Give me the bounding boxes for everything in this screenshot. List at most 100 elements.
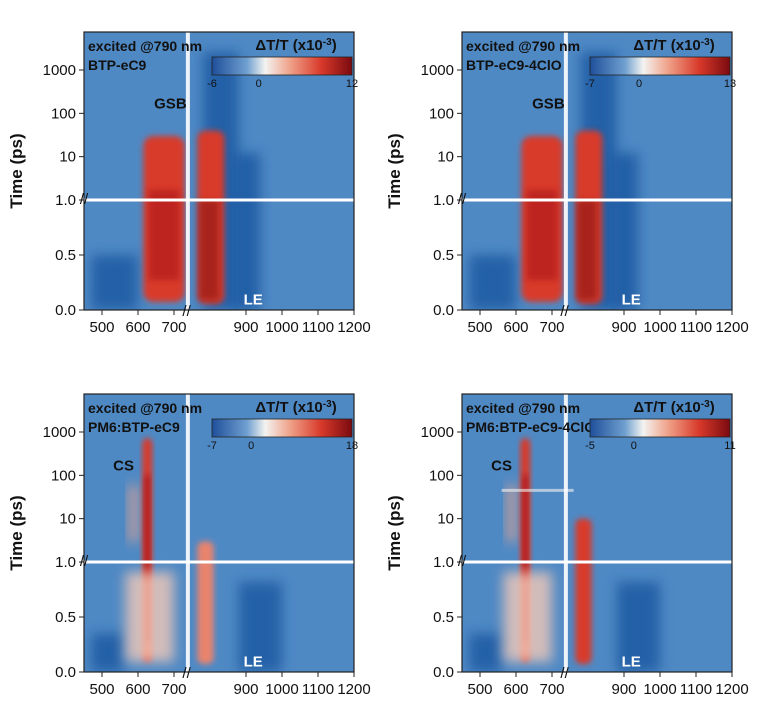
deep-blue-band	[616, 582, 660, 672]
x-tick-label: 500	[467, 319, 492, 336]
x-tick-label: 1000	[265, 319, 298, 336]
y-tick-label: 10	[437, 511, 454, 528]
colorbar-tick-label: 0	[248, 440, 254, 452]
feature-label-cs: CS	[491, 457, 512, 474]
x-tick-label: 1100	[302, 319, 334, 336]
colorbar-title-exponent: -3	[701, 399, 710, 410]
excitation-label: excited @790 nm	[88, 400, 202, 416]
y-tick-label: 1000	[43, 424, 76, 441]
nir-signal	[575, 518, 592, 664]
x-tick-label: 900	[611, 681, 636, 698]
y-axis-label: Time (ps)	[7, 495, 26, 570]
x-tick-label: 500	[89, 681, 114, 698]
deep-blue-band	[91, 633, 124, 672]
panel-bottom-right: 500 600 700 900 1000 1100 1200//1000100101.00.…	[385, 393, 749, 698]
sample-label: BTP-eC9-4ClO	[466, 57, 562, 73]
y-tick-label: 1000	[421, 424, 454, 441]
x-axis-break-mark: //	[560, 303, 569, 320]
cs-core	[522, 475, 529, 642]
plot-frame	[83, 393, 355, 673]
y-tick-label: 1000	[43, 62, 76, 79]
heatmap	[462, 32, 732, 310]
x-axis-gap	[563, 394, 568, 672]
y-tick-label: 1.0	[55, 192, 76, 209]
colorbar-tick-label: 0	[631, 440, 637, 452]
deep-blue-band	[91, 255, 138, 310]
y-tick-label: 1.0	[433, 192, 454, 209]
x-axis-gap	[185, 394, 190, 672]
y-tick-label: 10	[59, 511, 76, 528]
deep-blue-band	[238, 582, 282, 672]
cs-base	[503, 572, 552, 662]
colorbar	[589, 418, 731, 438]
colorbar-title-close: )	[332, 399, 337, 416]
x-tick-label: 1200	[337, 319, 370, 336]
colorbar	[211, 56, 353, 76]
y-tick-label: 0.0	[55, 664, 76, 681]
excitation-label: excited @790 nm	[88, 38, 202, 54]
x-tick-label: 1000	[265, 681, 298, 698]
colorbar-title-exponent: -3	[323, 399, 332, 410]
y-axis-break-mark: //	[80, 553, 89, 570]
x-tick-label: 700	[539, 681, 564, 698]
y-tick-label: 1000	[421, 62, 454, 79]
x-axis-break-mark: //	[182, 303, 191, 320]
gsb-core	[526, 190, 558, 280]
colorbar-title-main: ΔT/T (x10	[255, 37, 322, 54]
colorbar-title-main: ΔT/T (x10	[633, 37, 700, 54]
y-tick-label: 0.0	[55, 302, 76, 319]
colorbar-tick-label: -5	[585, 440, 595, 452]
y-tick-label: 0.5	[55, 247, 76, 264]
x-tick-label: 500	[89, 319, 114, 336]
y-tick-label: 0.5	[55, 609, 76, 626]
colorbar-tick-label: 0	[256, 78, 262, 90]
feature-label-le: LE	[622, 654, 641, 671]
feature-label-le: LE	[244, 654, 263, 671]
sample-label: PM6:BTP-eC9	[88, 419, 180, 435]
y-axis-label: Time (ps)	[385, 133, 404, 208]
heatmap	[84, 394, 354, 672]
colorbar-tick-label: -7	[585, 78, 595, 90]
y-axis-break-mark: //	[458, 553, 467, 570]
y-axis-break-mark: //	[80, 191, 89, 208]
x-tick-label: 700	[539, 319, 564, 336]
gsb-core-nir	[199, 200, 219, 300]
y-tick-label: 0.0	[433, 664, 454, 681]
x-tick-label: 1000	[643, 681, 676, 698]
x-axis-gap	[563, 32, 568, 310]
x-axis-break-mark: //	[182, 665, 191, 682]
colorbar-tick-label: 18	[346, 440, 358, 452]
deep-blue-band	[469, 633, 502, 672]
sample-label: PM6:BTP-eC9-4ClO	[466, 419, 595, 435]
colorbar-tick-label: -7	[207, 440, 217, 452]
x-tick-label: 500	[467, 681, 492, 698]
colorbar-title-exponent: -3	[323, 37, 332, 48]
y-axis-break-mark: //	[458, 191, 467, 208]
x-tick-label: 900	[233, 319, 258, 336]
y-tick-label: 100	[429, 467, 454, 484]
feature-label-cs: CS	[113, 457, 134, 474]
panel-bottom-left: 500 600 700 900 1000 1100 1200//1000100101.00.…	[7, 393, 371, 698]
colorbar-title-close: )	[332, 37, 337, 54]
x-tick-label: 700	[161, 319, 186, 336]
colorbar-title: ΔT/T (x10-3)	[255, 399, 336, 417]
plot-frame	[461, 31, 733, 311]
feature-label-gsb: GSB	[154, 95, 187, 112]
colorbar-title-main: ΔT/T (x10	[255, 399, 322, 416]
colorbar	[589, 56, 731, 76]
x-tick-label: 1100	[680, 681, 712, 698]
colorbar-title-exponent: -3	[701, 37, 710, 48]
feature-label-le: LE	[622, 292, 641, 309]
colorbar-tick-label: 12	[346, 78, 358, 90]
colorbar-tick-label: 13	[724, 78, 736, 90]
x-tick-label: 1200	[715, 319, 748, 336]
x-axis-break-mark: //	[560, 665, 569, 682]
x-tick-label: 900	[611, 319, 636, 336]
cs-shoulder	[129, 484, 138, 542]
x-tick-label: 1200	[715, 681, 748, 698]
x-tick-label: 600	[503, 319, 528, 336]
excitation-label: excited @790 nm	[466, 38, 580, 54]
y-axis-label: Time (ps)	[7, 133, 26, 208]
colorbar-title-main: ΔT/T (x10	[633, 399, 700, 416]
